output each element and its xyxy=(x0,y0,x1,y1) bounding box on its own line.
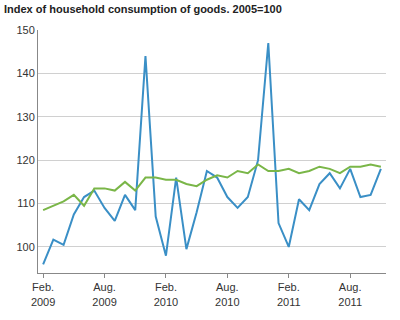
svg-text:110: 110 xyxy=(17,197,35,209)
svg-text:Aug.2011: Aug.2011 xyxy=(338,281,362,307)
svg-text:130: 130 xyxy=(16,111,34,123)
svg-text:Feb.2009: Feb.2009 xyxy=(31,281,55,307)
svg-text:Aug.2009: Aug.2009 xyxy=(92,281,116,307)
svg-text:Feb.2011: Feb.2011 xyxy=(277,281,301,307)
svg-text:Aug.2010: Aug.2010 xyxy=(215,281,239,307)
svg-text:Feb.2010: Feb.2010 xyxy=(154,281,178,307)
svg-text:150: 150 xyxy=(16,24,34,36)
svg-text:120: 120 xyxy=(16,154,34,166)
svg-text:140: 140 xyxy=(16,67,34,79)
svg-text:100: 100 xyxy=(16,241,34,253)
svg-text:Index of household consumption: Index of household consumption of goods.… xyxy=(4,3,282,15)
